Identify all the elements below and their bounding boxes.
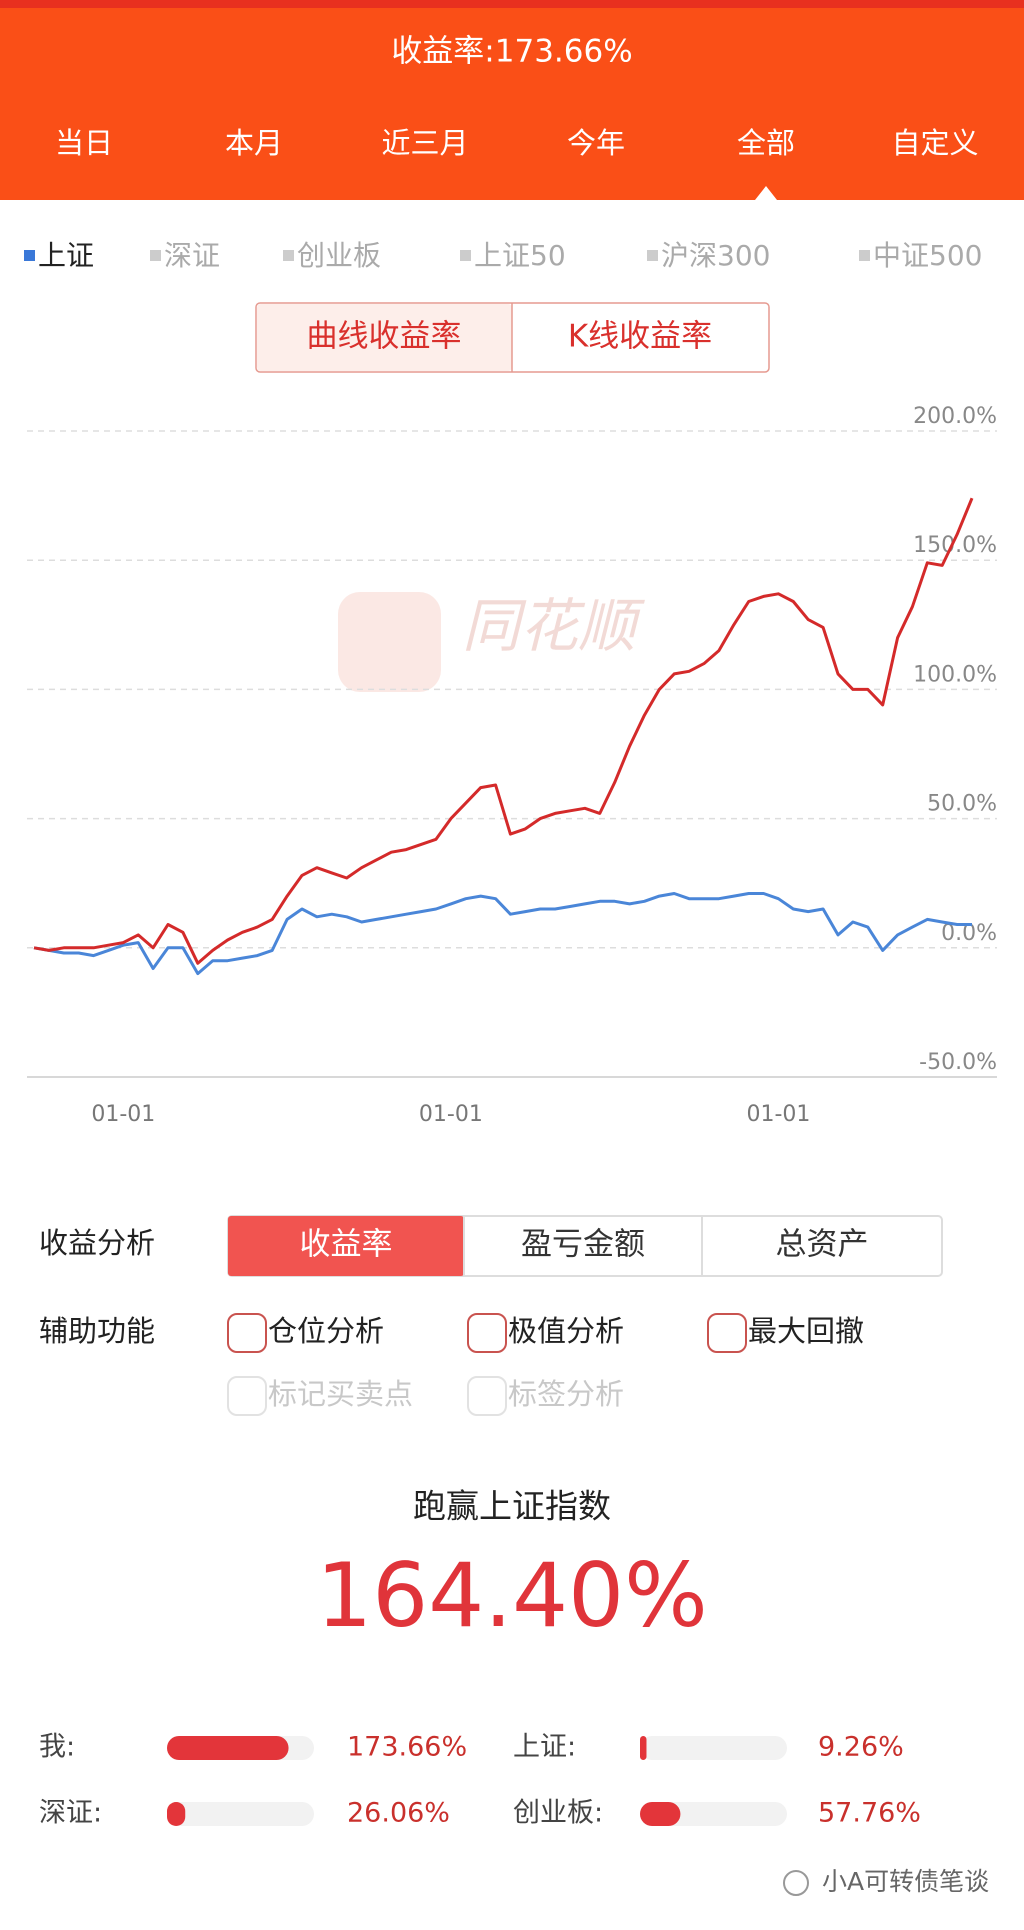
y-tick-label: -50.0% xyxy=(919,1050,997,1075)
mode-option[interactable]: 曲线收益率 xyxy=(307,319,462,355)
segment-option[interactable]: 盈亏金额 xyxy=(521,1227,645,1263)
compare-bar xyxy=(640,1736,647,1760)
index-tab[interactable]: 中证500 xyxy=(873,239,982,272)
tab[interactable]: 近三月 xyxy=(381,126,468,160)
compare-label: 我: xyxy=(39,1732,75,1763)
compare-label: 上证: xyxy=(513,1732,576,1763)
checkbox-label: 标记买卖点 xyxy=(268,1377,413,1411)
compare-value: 173.66% xyxy=(347,1732,467,1763)
index-marker xyxy=(859,250,870,261)
compare-bar xyxy=(640,1802,681,1826)
compare-track xyxy=(167,1802,314,1826)
checkbox-label: 标签分析 xyxy=(508,1377,624,1411)
header-bg xyxy=(0,0,1024,200)
status-strip xyxy=(0,0,1024,8)
tab[interactable]: 今年 xyxy=(567,126,625,160)
index-tab[interactable]: 深证 xyxy=(164,239,220,272)
index-tab[interactable]: 创业板 xyxy=(297,239,381,272)
compare-value: 9.26% xyxy=(818,1732,904,1763)
checkbox-label[interactable]: 极值分析 xyxy=(508,1314,624,1348)
checkbox[interactable] xyxy=(707,1313,747,1353)
index-tab[interactable]: 沪深300 xyxy=(661,239,770,272)
index-marker xyxy=(647,250,658,261)
summary-title: 跑赢上证指数 xyxy=(413,1487,611,1526)
watermark-logo xyxy=(338,592,441,692)
footer-icon xyxy=(783,1870,809,1896)
compare-bar xyxy=(167,1736,289,1760)
footer-text: 小A可转债笔谈 xyxy=(822,1867,989,1896)
index-tab[interactable]: 上证50 xyxy=(474,239,566,272)
compare-label: 深证: xyxy=(39,1798,102,1829)
tab-indicator xyxy=(755,186,777,200)
tab[interactable]: 自定义 xyxy=(891,126,978,160)
tab[interactable]: 全部 xyxy=(737,126,795,160)
compare-bar xyxy=(167,1802,186,1826)
analysis-label: 收益分析 xyxy=(39,1226,155,1260)
compare-value: 57.76% xyxy=(818,1798,921,1829)
index-tab[interactable]: 上证 xyxy=(38,239,94,272)
segment-option[interactable]: 收益率 xyxy=(300,1227,393,1263)
watermark: 同花顺 xyxy=(462,592,645,660)
mode-option[interactable]: K线收益率 xyxy=(568,319,712,355)
compare-label: 创业板: xyxy=(513,1798,603,1829)
index-marker xyxy=(150,250,161,261)
tab[interactable]: 本月 xyxy=(225,126,283,160)
index-marker xyxy=(24,250,35,261)
x-tick-label: 01-01 xyxy=(91,1102,155,1127)
summary-value: 164.40% xyxy=(316,1544,708,1647)
x-tick-label: 01-01 xyxy=(419,1102,483,1127)
y-tick-label: 200.0% xyxy=(913,404,997,429)
tab[interactable]: 当日 xyxy=(55,126,113,160)
compare-track xyxy=(640,1736,787,1760)
checkbox[interactable] xyxy=(467,1313,507,1353)
series-line xyxy=(33,497,974,965)
mode-active-bg xyxy=(257,304,512,371)
series-line xyxy=(33,892,972,976)
y-tick-label: 100.0% xyxy=(913,662,997,687)
checkbox xyxy=(227,1376,267,1416)
header-title: 收益率:173.66% xyxy=(391,34,632,70)
checkbox xyxy=(467,1376,507,1416)
index-marker xyxy=(283,250,294,261)
y-tick-label: 50.0% xyxy=(927,792,997,817)
checkbox-label[interactable]: 仓位分析 xyxy=(268,1314,384,1348)
checkbox-label[interactable]: 最大回撤 xyxy=(748,1314,864,1348)
x-tick-label: 01-01 xyxy=(746,1102,810,1127)
index-marker xyxy=(460,250,471,261)
segment-active-bg xyxy=(228,1216,464,1276)
checkbox[interactable] xyxy=(227,1313,267,1353)
segment-option[interactable]: 总资产 xyxy=(776,1227,869,1263)
compare-value: 26.06% xyxy=(347,1798,450,1829)
aux-label: 辅助功能 xyxy=(39,1314,155,1348)
